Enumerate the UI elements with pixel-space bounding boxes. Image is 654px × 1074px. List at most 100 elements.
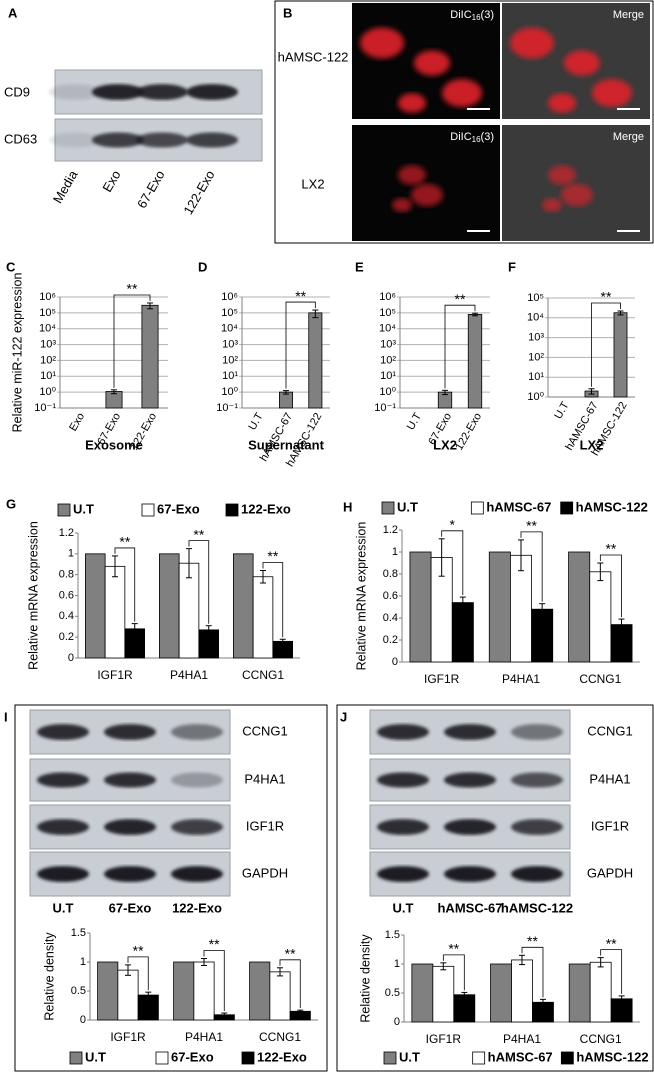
legend-label: 122-Exo <box>257 1049 307 1064</box>
error-bar <box>283 390 289 395</box>
bar <box>97 961 119 1021</box>
blot-band <box>37 866 89 882</box>
blot-band <box>104 724 156 740</box>
legend-swatch <box>383 1051 397 1065</box>
cell <box>510 27 554 59</box>
error-bar <box>597 957 604 968</box>
significance-label: * <box>450 517 456 533</box>
bar <box>173 961 195 1021</box>
significance-bracket <box>113 294 151 388</box>
dye-name: DiIC <box>450 9 471 21</box>
y-tick-label: 0.4 <box>59 610 74 622</box>
x-tick-label: CCNG1 <box>242 668 284 682</box>
bar <box>453 994 476 1023</box>
blot-band <box>171 819 223 835</box>
cell <box>442 79 482 107</box>
x-tick-label: U.T <box>552 400 571 422</box>
error-bar <box>111 389 117 395</box>
y-axis-title: Relative mRNA expression <box>26 521 40 670</box>
significance-label: ** <box>606 935 617 951</box>
error-bar <box>145 991 152 999</box>
significance-bracket <box>441 530 464 596</box>
micrograph <box>502 125 650 241</box>
y-tick-label: 10¹ <box>380 370 396 382</box>
y-tick-label: 10⁴ <box>221 323 238 335</box>
lane-label: 122-Exo <box>180 168 217 217</box>
error-bar <box>112 555 118 578</box>
bar <box>308 312 323 409</box>
blot-band <box>104 819 156 835</box>
cell <box>392 198 412 212</box>
y-tick-label: 0.6 <box>383 590 398 602</box>
bar <box>432 965 455 1023</box>
error-bar <box>459 596 466 609</box>
blot-row-label: GAPDH <box>242 865 288 880</box>
y-tick-label: 10⁵ <box>221 307 238 319</box>
error-bar <box>312 309 319 319</box>
blot-band <box>92 84 144 100</box>
x-tick-label: P4HA1 <box>503 1032 541 1046</box>
blot-band <box>444 772 496 788</box>
x-tick-label: CCNG1 <box>579 672 621 686</box>
panel-letter: G <box>6 496 16 511</box>
error-bar <box>260 570 266 584</box>
error-bar <box>277 967 283 977</box>
y-tick-label: 1 <box>392 546 398 558</box>
bar <box>252 576 274 659</box>
x-axis-title: LX2 <box>433 437 457 452</box>
panel-letter: C <box>6 259 16 274</box>
significance-bracket <box>591 302 621 387</box>
error-bar <box>588 388 595 395</box>
significance-label: ** <box>295 288 306 304</box>
legend-swatch <box>225 503 239 517</box>
x-tick-label: U.T <box>247 411 266 433</box>
image-row-label: hAMSC-122 <box>278 49 349 64</box>
legend-swatch <box>155 1051 169 1065</box>
y-tick-label: 10¹ <box>40 370 56 382</box>
y-tick-label: 1 <box>80 956 86 968</box>
blot-row-label: P4HA1 <box>589 771 630 786</box>
y-tick-label: 10³ <box>40 338 56 350</box>
blot-band <box>171 772 223 788</box>
significance-bracket <box>600 949 623 994</box>
blot-band <box>92 132 144 148</box>
y-tick-label: 0.2 <box>383 634 398 646</box>
error-bar <box>442 389 448 396</box>
bar <box>104 565 126 659</box>
significance-label: ** <box>448 941 459 957</box>
y-tick-label: 10⁶ <box>379 291 396 303</box>
image-column-label: Merge <box>613 9 644 21</box>
y-tick-label: 10² <box>528 351 544 363</box>
legend-label: hAMSC-122 <box>576 499 648 514</box>
blot-band <box>104 866 156 882</box>
blot-band <box>511 819 563 835</box>
y-tick-label: 10² <box>380 354 396 366</box>
legend-label: 122-Exo <box>241 501 291 516</box>
y-tick-label: 10⁵ <box>39 307 56 319</box>
x-tick-label: P4HA1 <box>170 668 208 682</box>
error-bar <box>147 302 153 310</box>
panel-b-frame <box>274 0 654 244</box>
error-bar <box>201 958 207 966</box>
significance-bracket <box>114 547 136 622</box>
y-tick-label: 1.5 <box>71 927 86 939</box>
y-tick-label: 10² <box>222 354 238 366</box>
lane-label: hAMSC-122 <box>501 900 573 915</box>
panel-letter: A <box>8 5 18 20</box>
blot-band <box>104 772 156 788</box>
error-bar <box>618 618 625 631</box>
x-axis-title: Exosome <box>85 437 143 452</box>
legend-label: U.T <box>85 1049 106 1064</box>
blot-band <box>444 866 496 882</box>
significance-label: ** <box>605 541 616 557</box>
error-bar <box>279 638 286 644</box>
x-tick-label: CCNG1 <box>259 1030 301 1044</box>
bar <box>490 963 512 1023</box>
x-tick-label: P4HA1 <box>185 1030 223 1044</box>
y-tick-label: 0 <box>392 656 398 668</box>
bar <box>613 312 628 398</box>
x-tick-label: IGF1R <box>110 1030 146 1044</box>
blot-band <box>136 84 188 100</box>
x-axis-title: LX2 <box>580 437 604 452</box>
dye-name: DiIC <box>450 131 471 143</box>
